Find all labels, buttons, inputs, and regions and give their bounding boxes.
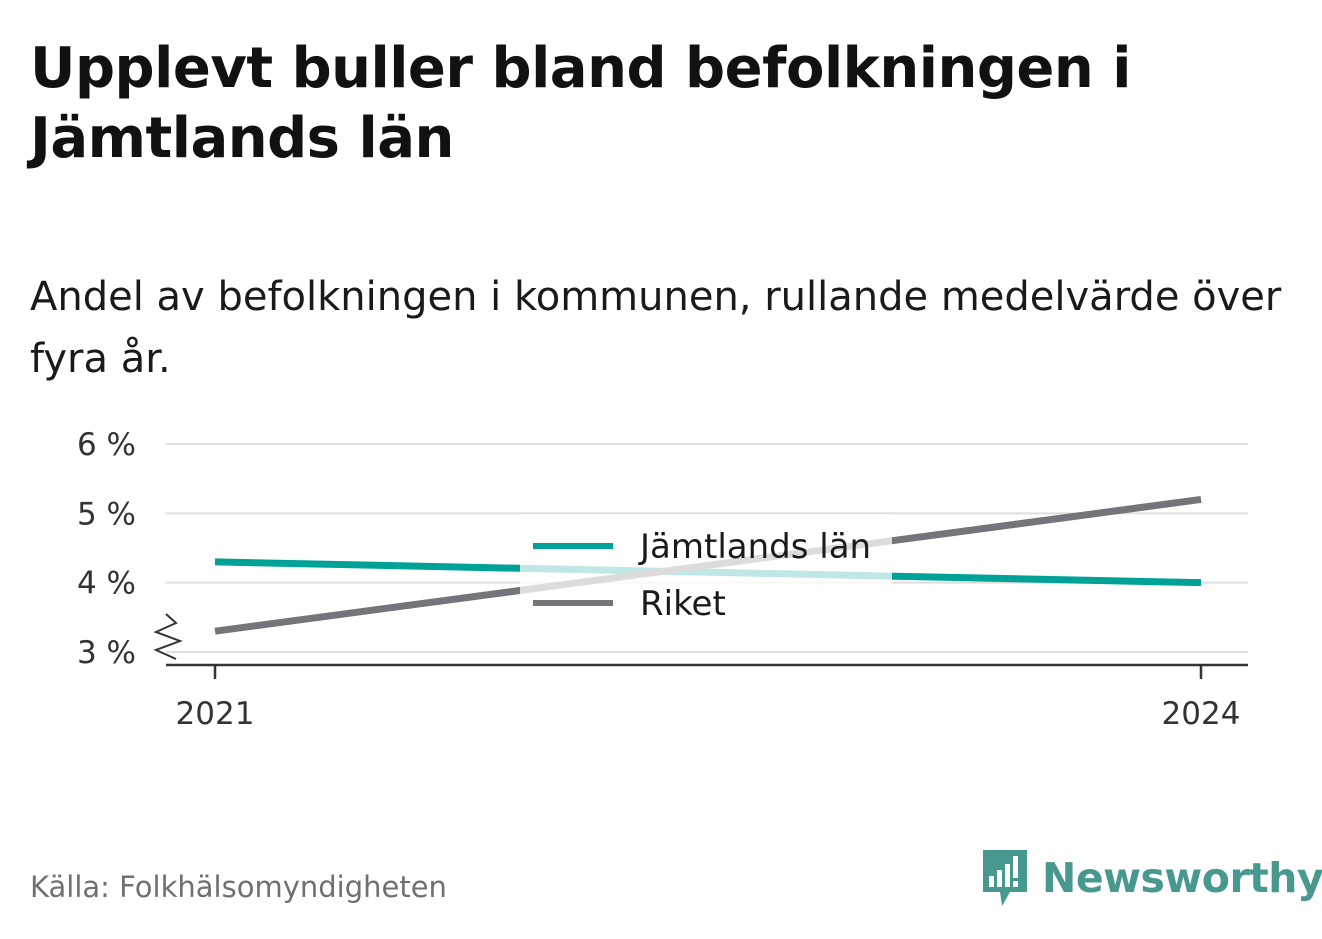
y-tick-label: 6 % — [77, 427, 136, 463]
y-tick-label: 4 % — [77, 566, 136, 602]
x-tick-label: 2021 — [176, 696, 255, 732]
y-tick-labels: 3 % 4 % 5 % 6 % — [77, 427, 136, 671]
legend: Jämtlands län Riket — [520, 514, 892, 634]
legend-label-jamtlands-lan: Jämtlands län — [638, 527, 871, 567]
newsworthy-logo: Newsworthy — [980, 848, 1322, 908]
chart-subtitle: Andel av befolkningen i kommunen, rullan… — [30, 274, 1282, 382]
legend-background — [520, 514, 892, 634]
x-tick-label: 2024 — [1162, 696, 1241, 732]
newsworthy-logo-icon — [983, 850, 1027, 906]
newsworthy-logo-text: Newsworthy — [1042, 854, 1322, 902]
y-tick-label: 3 % — [77, 635, 136, 671]
legend-label-riket: Riket — [640, 584, 726, 624]
source-note: Källa: Folkhälsomyndigheten — [30, 870, 447, 904]
y-axis-break-icon — [153, 613, 183, 660]
x-ticks: 2021 2024 — [176, 665, 1241, 732]
y-tick-label: 5 % — [77, 496, 136, 532]
chart-title: Upplevt buller bland befolkningen i Jämt… — [30, 36, 1131, 171]
